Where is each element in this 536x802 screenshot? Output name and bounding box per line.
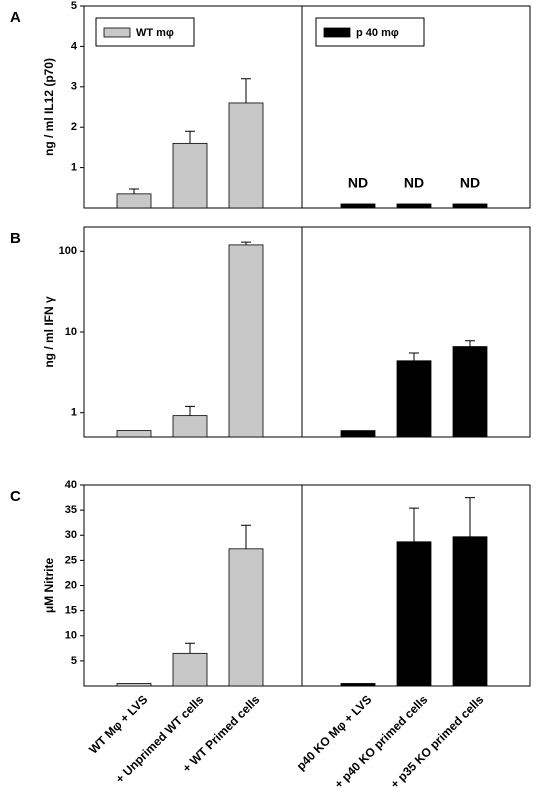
bar [396, 203, 432, 209]
legend-swatch [323, 27, 351, 38]
y-tick-label: 15 [65, 605, 77, 617]
y-tick-label: 10 [65, 326, 77, 338]
y-tick-label: 5 [71, 0, 77, 12]
annotation: ND [348, 175, 368, 191]
y-tick-label: 10 [65, 630, 77, 642]
legend-swatch [103, 27, 131, 38]
legend-label: p 40 mφ [356, 27, 399, 39]
bar [116, 193, 152, 209]
y-tick-label: 20 [65, 579, 77, 591]
legend-label: WT mφ [136, 27, 174, 39]
error-bar [185, 405, 195, 416]
error-bar [185, 642, 195, 654]
y-axis-label: ng / ml IL12 (p70) [42, 58, 56, 156]
y-tick-label: 1 [71, 407, 77, 419]
y-axis-label: ng / ml IFN γ [42, 296, 56, 368]
y-tick-label: 40 [65, 479, 77, 491]
error-bar [241, 78, 251, 103]
error-bar [465, 497, 475, 537]
bar [116, 683, 152, 687]
bar [172, 142, 208, 209]
bar [340, 430, 376, 438]
y-tick-label: 5 [71, 655, 77, 667]
y-tick-label: 2 [71, 121, 77, 133]
legend-frame [95, 17, 195, 47]
annotation: ND [460, 175, 480, 191]
annotation: ND [404, 175, 424, 191]
error-bar [409, 507, 419, 542]
bar [340, 683, 376, 687]
error-bar [129, 188, 139, 194]
bar [396, 541, 432, 687]
legend-frame [315, 17, 425, 47]
error-bar [241, 524, 251, 549]
bar [228, 102, 264, 209]
y-tick-label: 35 [65, 504, 77, 516]
y-tick-label: 1 [71, 162, 77, 174]
y-tick-label: 3 [71, 81, 77, 93]
bar [396, 360, 432, 438]
y-tick-label: 4 [71, 40, 78, 52]
y-tick-label: 30 [65, 529, 77, 541]
bar [172, 652, 208, 687]
error-bar [185, 130, 195, 144]
x-tick-label: + p35 KO primed cells [388, 692, 487, 791]
panel-label: A [10, 9, 21, 26]
bar [228, 244, 264, 438]
panel-label: C [10, 488, 21, 505]
bar [452, 203, 488, 209]
plot-frame [83, 5, 531, 209]
bar [452, 346, 488, 438]
error-bar [409, 352, 419, 361]
error-bar [241, 241, 251, 245]
bar [452, 536, 488, 687]
y-tick-label: 100 [59, 245, 77, 257]
y-axis-label: μM Nitrite [42, 558, 56, 614]
bar [116, 430, 152, 438]
x-tick-label: + p40 KO primed cells [332, 692, 431, 791]
bar [172, 415, 208, 438]
y-tick-label: 25 [65, 554, 77, 566]
panel-label: B [10, 230, 21, 247]
bar [340, 203, 376, 209]
error-bar [465, 340, 475, 347]
bar [228, 548, 264, 687]
